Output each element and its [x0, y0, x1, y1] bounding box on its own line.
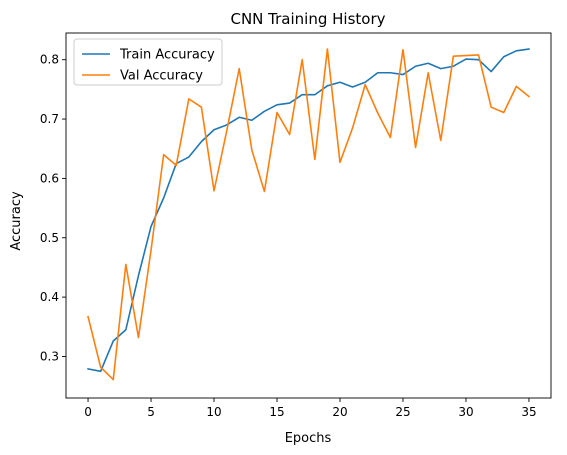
plot-area [65, 32, 552, 399]
x-tick-label: 10 [206, 405, 221, 419]
y-tick-label: 0.3 [40, 349, 59, 363]
x-tick-label: 0 [84, 405, 92, 419]
x-tick-label: 20 [332, 405, 347, 419]
x-tick-label: 15 [269, 405, 284, 419]
y-tick-label: 0.4 [40, 290, 59, 304]
axis-ticks: 0 5 10 15 20 25 30 35 0.3 0.4 0.5 0.6 0.7 0.8 [40, 53, 537, 419]
x-tick-label: 5 [147, 405, 155, 419]
y-tick-label: 0.8 [40, 53, 59, 67]
y-tick-label: 0.6 [40, 171, 59, 185]
x-tick-label: 25 [395, 405, 410, 419]
legend: Train Accuracy Val Accuracy [73, 38, 223, 86]
legend-box [73, 38, 223, 86]
plot-frame [65, 32, 552, 399]
series-line-val-accuracy [87, 48, 531, 381]
legend-label-train-accuracy: Train Accuracy [119, 48, 215, 63]
series-line-train-accuracy [87, 48, 530, 373]
chart-title: CNN Training History [230, 10, 385, 28]
legend-label-val-accuracy: Val Accuracy [120, 69, 203, 84]
x-tick-label: 35 [521, 405, 536, 419]
y-axis-label: Accuracy [9, 191, 24, 251]
x-axis-label: Epochs [285, 431, 332, 446]
y-tick-label: 0.7 [40, 112, 59, 126]
x-tick-label: 30 [458, 405, 473, 419]
y-tick-label: 0.5 [40, 231, 59, 245]
